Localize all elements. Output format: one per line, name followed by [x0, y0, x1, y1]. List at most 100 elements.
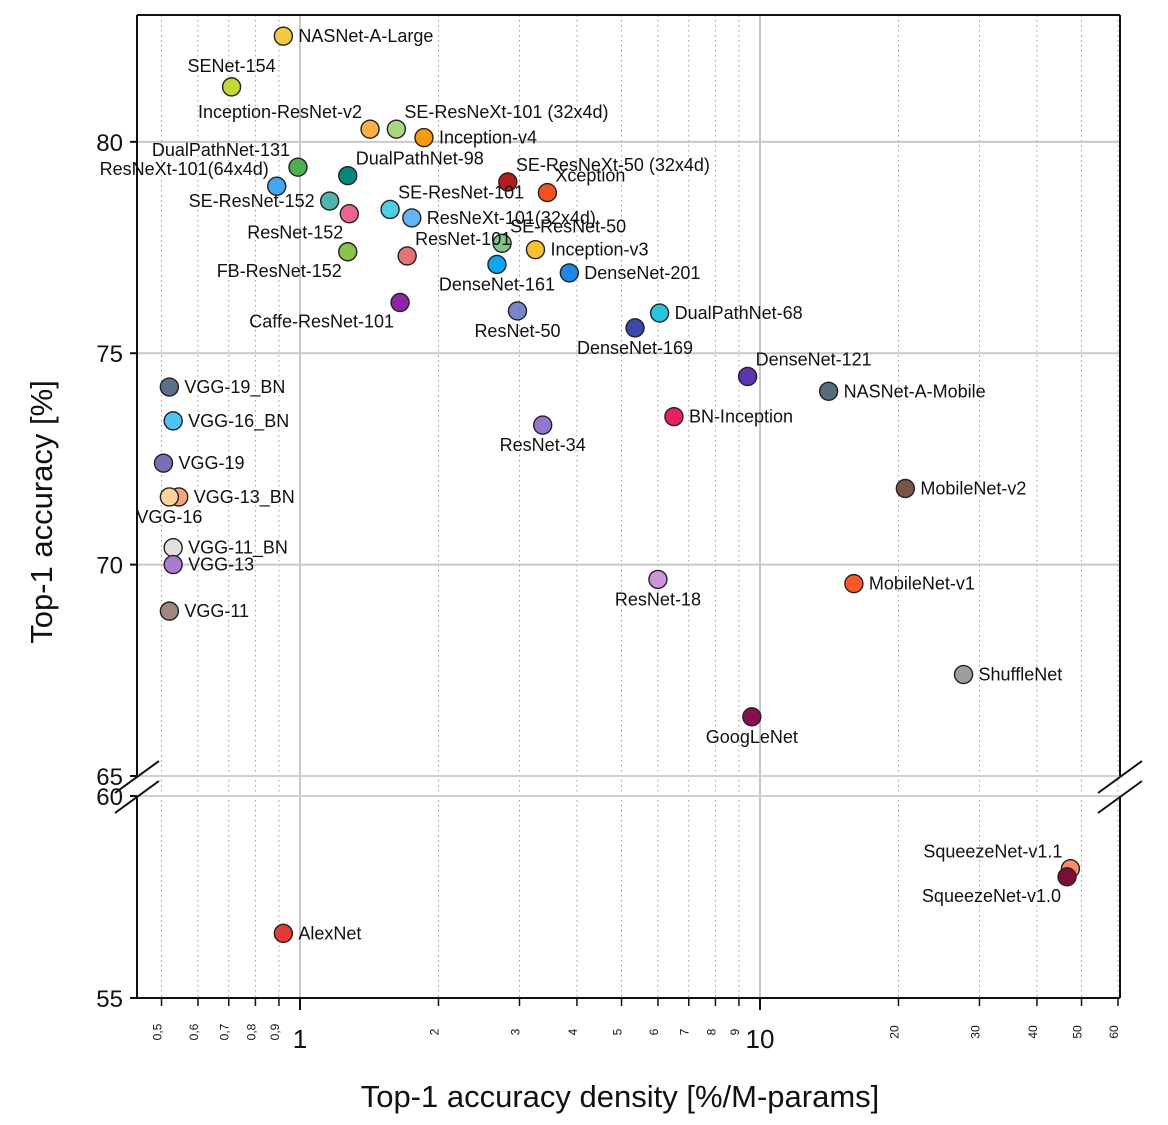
x-minor-tick-label: 0,6 — [187, 1023, 201, 1040]
point-label: Inception-ResNet-v2 — [198, 102, 362, 122]
point-label: ResNet-18 — [615, 589, 701, 609]
data-point — [159, 601, 180, 621]
data-point — [895, 478, 916, 499]
data-point — [390, 292, 410, 313]
point-label: MobileNet-v2 — [920, 479, 1026, 499]
y-axis-title: Top-1 accuracy [%] — [24, 380, 59, 644]
point-label: SqueezeNet-v1.1 — [923, 842, 1062, 862]
data-point — [414, 127, 434, 148]
point-label: VGG-11 — [184, 601, 249, 621]
point-label: SENet-154 — [188, 56, 276, 76]
x-minor-tick-label: 8 — [704, 1028, 718, 1035]
point-label: SE-ResNeXt-101 (32x4d) — [404, 102, 608, 122]
x-minor-tick-label: 0,8 — [244, 1023, 258, 1040]
x-minor-tick-label: 5 — [611, 1028, 625, 1035]
data-point — [163, 411, 183, 431]
data-point — [288, 157, 308, 177]
data-point — [163, 554, 183, 575]
x-minor-tick-label: 60 — [1107, 1025, 1121, 1039]
point-label: SqueezeNet-v1.0 — [922, 886, 1061, 906]
data-point — [319, 191, 340, 211]
data-point — [159, 377, 180, 397]
data-point — [159, 487, 180, 507]
point-label: ResNeXt-101(64x4d) — [100, 159, 269, 179]
data-point — [487, 254, 507, 275]
point-label: SE-ResNet-152 — [189, 191, 315, 211]
data-point — [649, 303, 670, 323]
data-point — [742, 707, 762, 727]
data-point — [273, 26, 294, 46]
data-point — [273, 923, 294, 944]
point-label: ResNeXt-101(32x4d) — [427, 208, 596, 228]
y-tick-label: 80 — [96, 130, 123, 157]
data-point — [664, 406, 684, 427]
data-point — [339, 204, 360, 224]
point-label: SE-ResNeXt-50 (32x4d) — [516, 155, 710, 175]
y-tick-label: 55 — [96, 986, 123, 1013]
data-point — [267, 176, 287, 196]
point-label: VGG-19 — [179, 453, 245, 473]
y-tick-label: 70 — [96, 553, 123, 580]
data-point — [737, 366, 758, 387]
data-point — [402, 208, 422, 228]
x-minor-tick-label: 50 — [1071, 1025, 1085, 1039]
x-axis-title: Top-1 accuracy density [%/M-params] — [361, 1079, 880, 1114]
data-point — [163, 538, 183, 558]
grid — [137, 15, 1120, 998]
data-point — [525, 239, 546, 260]
axis-break — [114, 760, 1143, 814]
point-label: NASNet-A-Large — [298, 26, 433, 46]
point-label: GoogLeNet — [706, 727, 798, 747]
y-tick-label: 65 — [96, 764, 123, 791]
point-label: DenseNet-201 — [584, 263, 700, 283]
point-label: MobileNet-v1 — [869, 574, 975, 594]
point-label: Inception-v3 — [550, 240, 648, 260]
data-point — [360, 119, 380, 139]
x-minor-tick-label: 30 — [968, 1025, 982, 1039]
point-label: NASNet-A-Mobile — [844, 381, 986, 401]
point-label: ResNet-101 — [415, 229, 511, 249]
point-label: SE-ResNet-50 — [510, 216, 626, 236]
point-label: DualPathNet-68 — [675, 303, 803, 323]
data-point — [625, 318, 645, 338]
point-label: AlexNet — [298, 923, 361, 943]
data-point — [221, 77, 242, 97]
point-label: ResNet-34 — [500, 435, 586, 455]
y-axis-ticks: 65 70 75 80 55 60 — [96, 130, 137, 1013]
data-points — [153, 26, 1081, 944]
data-point — [559, 263, 580, 283]
point-label: DualPathNet-98 — [356, 149, 484, 169]
point-label: ShuffleNet — [979, 665, 1063, 685]
point-label: DualPathNet-131 — [152, 140, 290, 160]
point-label: Xception — [555, 166, 625, 186]
data-point — [818, 381, 839, 401]
point-label: DenseNet-169 — [577, 338, 693, 358]
point-label: VGG-16 — [136, 507, 202, 527]
data-point — [492, 233, 512, 254]
x-major-tick-label: 1 — [293, 1024, 307, 1054]
point-label: ResNet-50 — [474, 321, 560, 341]
x-minor-tick-label: 40 — [1026, 1025, 1040, 1039]
break-mark-right — [1097, 760, 1143, 794]
x-minor-tick-label: 7 — [678, 1028, 692, 1035]
point-label: BN-Inception — [689, 407, 793, 427]
point-label: Inception-v4 — [439, 128, 537, 148]
data-point — [953, 664, 974, 685]
data-point — [533, 415, 553, 435]
point-label: VGG-11_BN — [188, 538, 288, 559]
data-point — [537, 182, 558, 203]
x-minor-tick-label: 2 — [427, 1028, 441, 1035]
data-point — [844, 573, 864, 594]
data-point — [498, 172, 518, 192]
x-minor-tick-label: 3 — [508, 1028, 522, 1035]
point-label: VGG-13_BN — [194, 487, 295, 508]
x-minor-tick-label: 0,5 — [151, 1023, 165, 1040]
x-major-tick-label: 10 — [746, 1024, 775, 1054]
data-point — [507, 301, 528, 321]
data-point — [397, 246, 417, 266]
point-label: Caffe-ResNet-101 — [249, 311, 394, 331]
point-label: SE-ResNet-101 — [398, 182, 524, 202]
point-label: DenseNet-161 — [439, 274, 555, 294]
point-label: VGG-16_BN — [188, 411, 289, 432]
point-label: ResNet-152 — [247, 223, 343, 243]
